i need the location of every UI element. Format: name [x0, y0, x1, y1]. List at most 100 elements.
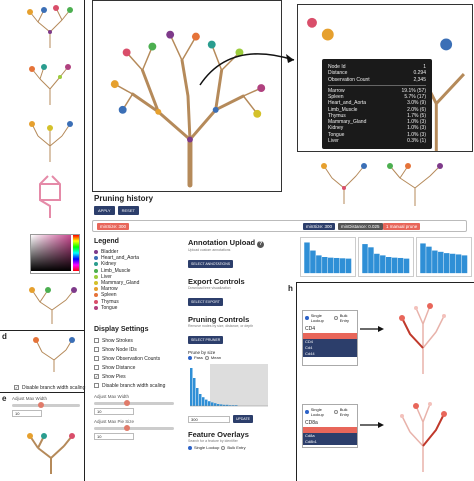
- display-option[interactable]: Show Observation Counts: [94, 354, 184, 363]
- radio-bulk[interactable]: [334, 316, 338, 320]
- histogram-bar: [444, 253, 450, 274]
- history-chip[interactable]: minSize: 300: [303, 223, 336, 230]
- left-max-width-slider[interactable]: [12, 402, 80, 408]
- legend-item[interactable]: Liver: [94, 274, 179, 280]
- gene-option[interactable]: Cd44: [303, 351, 357, 357]
- max-width-slider[interactable]: [94, 400, 174, 406]
- display-option[interactable]: Show Node IDs: [94, 345, 184, 354]
- thumb-tree-d[interactable]: [28, 334, 80, 374]
- histogram-bar: [368, 247, 374, 274]
- legend-item[interactable]: Kidney: [94, 261, 179, 267]
- gene-option[interactable]: CD4: [303, 339, 357, 345]
- gene-search-cd4[interactable]: Single Lookup Bulk Entry CD4 CD4 Cd4 Cd4…: [302, 310, 358, 366]
- legend-item[interactable]: Thymus: [94, 299, 179, 305]
- histogram-bar: [362, 244, 368, 274]
- left-disable-scaling-checkbox[interactable]: ✓: [14, 385, 19, 390]
- tissue-value: 2.0% (6): [407, 106, 426, 113]
- display-option[interactable]: Show Distance: [94, 363, 184, 372]
- cd4-overlay-tree[interactable]: [388, 288, 458, 378]
- thumb-tree-2[interactable]: [20, 55, 80, 107]
- gene-option[interactable]: Cd8b1: [303, 439, 357, 445]
- legend-label: Thymus: [101, 298, 119, 305]
- apply-button[interactable]: APPLY: [94, 206, 115, 215]
- max-pie-input[interactable]: 10: [94, 433, 134, 440]
- prune-size-histogram[interactable]: [188, 362, 270, 412]
- thumb-tree-right-2[interactable]: [380, 158, 450, 208]
- option-checkbox[interactable]: ✓: [94, 374, 99, 379]
- max-width-input[interactable]: 10: [94, 408, 134, 415]
- prune-size-input[interactable]: 300: [188, 415, 230, 423]
- history-chip[interactable]: minDistance: 0.025: [338, 223, 383, 230]
- thumb-tree-e[interactable]: [22, 428, 80, 476]
- radio-mean[interactable]: [204, 355, 209, 360]
- legend-item[interactable]: Spleen: [94, 292, 179, 298]
- legend-item[interactable]: Limb_Muscle: [94, 268, 179, 274]
- gene-option[interactable]: [303, 333, 357, 339]
- gene-search-cd8a[interactable]: Single Lookup Bulk Entry CD8a Cd8a Cd8b1: [302, 404, 358, 448]
- legend-item[interactable]: Marrow: [94, 286, 179, 292]
- gene-radio-group: Single Lookup Bulk Entry: [303, 311, 357, 325]
- gene-query[interactable]: CD4: [305, 326, 316, 332]
- legend-item[interactable]: Mammary_Gland: [94, 280, 179, 286]
- gene-option[interactable]: Cd8a: [303, 433, 357, 439]
- update-button[interactable]: UPDATE: [233, 415, 253, 423]
- option-checkbox[interactable]: [94, 383, 99, 388]
- select-annotations-button[interactable]: SELECT ANNOTATIONS: [188, 260, 234, 268]
- prune-histogram-bar: [214, 403, 217, 406]
- slider-knob[interactable]: [124, 400, 130, 406]
- hue-slider[interactable]: [73, 235, 79, 271]
- gene-option[interactable]: [303, 427, 357, 433]
- color-picker[interactable]: [30, 234, 80, 274]
- radio-bulk[interactable]: [334, 410, 338, 414]
- histogram-bar: [316, 255, 322, 274]
- cd8a-overlay-tree[interactable]: [388, 388, 458, 476]
- select-export-button[interactable]: SELECT EXPORT: [188, 298, 223, 306]
- radio-bulk[interactable]: [221, 445, 226, 450]
- max-pie-slider[interactable]: [94, 425, 174, 431]
- main-tree-view[interactable]: [92, 0, 282, 192]
- legend-swatch: [94, 268, 98, 273]
- history-chip[interactable]: minSize: 300: [97, 223, 130, 230]
- radio-pass[interactable]: [188, 355, 192, 360]
- gene-query[interactable]: CD8a: [305, 420, 318, 426]
- thumb-tree-1[interactable]: [20, 2, 80, 50]
- slider-knob[interactable]: [124, 425, 130, 431]
- divider-h-left: [296, 282, 297, 481]
- reset-button[interactable]: RESET: [117, 206, 139, 215]
- display-option[interactable]: Show Strokes: [94, 336, 184, 345]
- display-option[interactable]: ✓ Show Pies: [94, 372, 184, 381]
- help-icon[interactable]: ?: [257, 241, 265, 248]
- thumb-tree-3[interactable]: [20, 112, 80, 164]
- legend-swatch: [94, 287, 98, 292]
- option-checkbox[interactable]: [94, 347, 99, 352]
- radio-single[interactable]: [305, 410, 309, 414]
- thumb-tree-right-1[interactable]: [316, 160, 372, 206]
- legend-item[interactable]: Heart_and_Aorta: [94, 255, 179, 261]
- select-pruner-button[interactable]: SELECT PRUNER: [188, 336, 224, 344]
- radio-single[interactable]: [305, 316, 309, 320]
- main-tree-svg[interactable]: [93, 1, 281, 191]
- tissue-value: 1.7% (5): [407, 112, 426, 119]
- option-checkbox[interactable]: [94, 338, 99, 343]
- radio-single[interactable]: [188, 445, 192, 450]
- legend-item[interactable]: Tongue: [94, 305, 179, 311]
- gene-option[interactable]: Cd4: [303, 345, 357, 351]
- option-checkbox[interactable]: [94, 356, 99, 361]
- tooltip-key: Observation Count: [328, 76, 370, 83]
- left-disable-scaling[interactable]: ✓ Disable branch width scaling: [14, 384, 86, 391]
- option-checkbox[interactable]: [94, 365, 99, 370]
- history-chip[interactable]: 1 manual prune: [383, 223, 421, 230]
- thumb-tree-4[interactable]: [22, 282, 82, 326]
- left-max-width-input[interactable]: 10: [12, 410, 42, 417]
- thumb-tree-pink[interactable]: [20, 170, 80, 220]
- color-gradient[interactable]: [31, 235, 71, 271]
- legend-item[interactable]: Bladder: [94, 249, 179, 255]
- histogram-bar: [455, 254, 462, 274]
- slider-knob[interactable]: [38, 402, 44, 408]
- display-option[interactable]: Disable branch width scaling: [94, 381, 184, 390]
- option-label: Show Pies: [102, 373, 126, 380]
- tissue-value: 1.0% (3): [407, 119, 426, 125]
- divider-d: [0, 330, 84, 331]
- prune-histogram-bar: [199, 394, 202, 406]
- legend-label: Spleen: [101, 292, 117, 299]
